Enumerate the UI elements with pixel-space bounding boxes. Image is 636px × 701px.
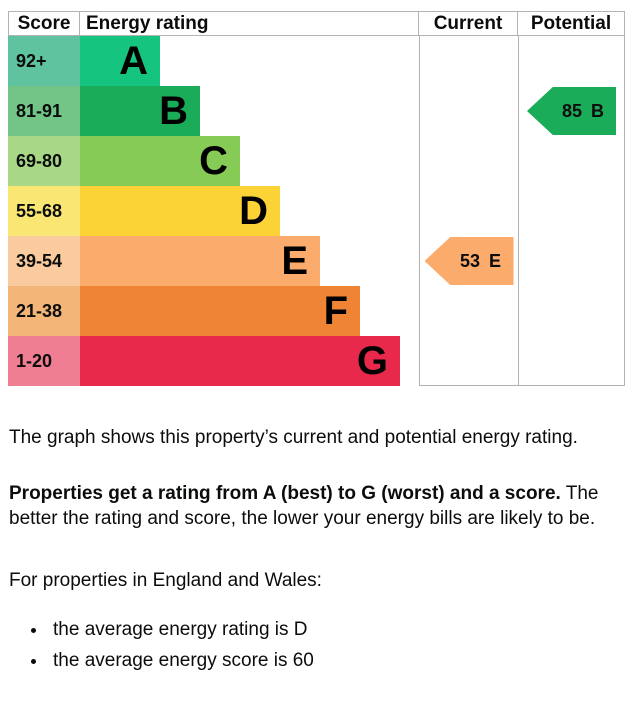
potential-cell (518, 286, 625, 336)
current-cell (419, 286, 518, 336)
epc-header-row: Score Energy rating Current Potential (8, 11, 625, 36)
current-score: 53 (459, 250, 480, 271)
average-score-item: the average energy score is 60 (48, 648, 627, 673)
rating-area: D (80, 186, 419, 236)
score-range-g: 1-20 (8, 336, 80, 386)
rating-area: E (80, 236, 419, 286)
score-range-a: 92+ (8, 36, 80, 86)
average-rating-item: the average energy rating is D (48, 617, 627, 642)
epc-rating-chart: Score Energy rating Current Potential 92… (8, 11, 625, 386)
score-range-e: 39-54 (8, 236, 80, 286)
rating-bar-b: B (80, 86, 200, 136)
current-cell (419, 186, 518, 236)
band-row-a: 92+ A (8, 36, 625, 86)
rating-bar-a: A (80, 36, 160, 86)
rating-bar-c: C (80, 136, 240, 186)
score-range-d: 55-68 (8, 186, 80, 236)
rating-area: C (80, 136, 419, 186)
potential-cell: 85 B (518, 86, 625, 136)
averages-list: the average energy rating is D the avera… (48, 617, 627, 673)
rating-explanation-bold: Properties get a rating from A (best) to… (9, 483, 561, 505)
rating-bar-g: G (80, 336, 400, 386)
band-letter-c: C (199, 139, 228, 183)
score-range-c: 69-80 (8, 136, 80, 186)
band-letter-f: F (323, 289, 348, 333)
band-letter-b: B (159, 89, 188, 133)
rating-explanation-rest: The better the rating and score, the low… (9, 483, 599, 530)
averages-intro: For properties in England and Wales: (9, 570, 322, 592)
score-range-b: 81-91 (8, 86, 80, 136)
current-rating-arrow: 53 E (424, 237, 514, 285)
rating-bar-e: E (80, 236, 320, 286)
potential-cell (518, 236, 625, 286)
rating-bar-f: F (80, 286, 360, 336)
potential-cell (518, 186, 625, 236)
potential-score: 85 (561, 100, 583, 121)
band-letter-e: E (281, 239, 308, 283)
potential-cell (518, 136, 625, 186)
rating-area: B (80, 86, 419, 136)
energy-rating-column-header: Energy rating (80, 12, 419, 35)
explanatory-text: The graph shows this property’s current … (9, 425, 627, 673)
current-cell: 53 E (419, 236, 518, 286)
potential-rating-arrow: 85 B (527, 87, 616, 135)
rating-area: G (80, 336, 419, 386)
score-column-header: Score (8, 12, 80, 35)
band-row-e: 39-54 E 53 E (8, 236, 625, 286)
band-row-b: 81-91 B 85 B (8, 86, 625, 136)
rating-area: A (80, 36, 419, 86)
graph-description: The graph shows this property’s current … (9, 427, 578, 448)
band-row-c: 69-80 C (8, 136, 625, 186)
band-row-g: 1-20 G (8, 336, 625, 386)
current-cell (419, 86, 518, 136)
potential-cell (518, 336, 625, 386)
score-range-f: 21-38 (8, 286, 80, 336)
potential-cell (518, 36, 625, 86)
rating-bar-d: D (80, 186, 280, 236)
potential-column-header: Potential (518, 12, 625, 35)
rating-explanation: Properties get a rating from A (best) to… (9, 481, 627, 531)
band-letter-a: A (119, 39, 148, 83)
current-cell (419, 136, 518, 186)
current-cell (419, 36, 518, 86)
band-row-d: 55-68 D (8, 186, 625, 236)
rating-area: F (80, 286, 419, 336)
potential-band: B (591, 100, 605, 121)
current-band: E (489, 250, 502, 271)
band-letter-g: G (356, 339, 388, 383)
band-row-f: 21-38 F (8, 286, 625, 336)
band-letter-d: D (239, 189, 268, 233)
current-column-header: Current (419, 12, 518, 35)
current-cell (419, 336, 518, 386)
